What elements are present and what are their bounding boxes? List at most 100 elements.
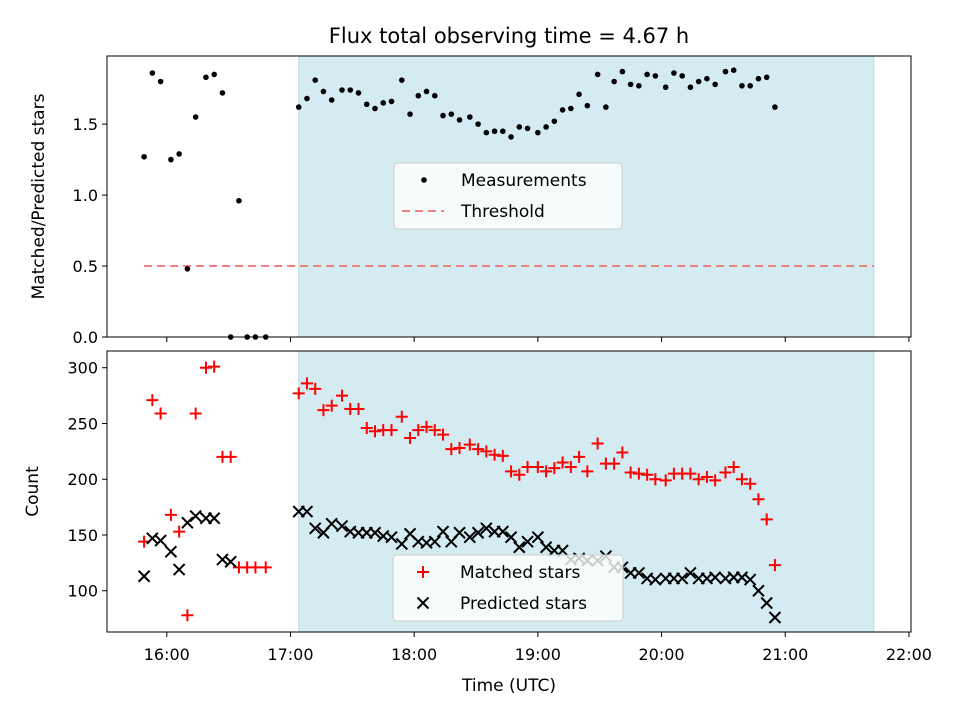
matched-star-point [727,460,740,473]
measurement-point [448,111,455,117]
matched-star-point [445,443,458,456]
predicted-star-point [504,531,518,544]
predicted-star-point [760,596,773,610]
measurement-point [535,129,541,136]
measurement-point [671,70,677,76]
x-axis-label: Time (UTC) [461,676,556,696]
matched-star-point [684,467,697,480]
matched-star-point [649,473,662,486]
matched-star-point [249,561,262,574]
predicted-star-point [436,525,450,538]
measurement-point [755,75,762,82]
matched-star-point [154,407,167,420]
matched-star-point [300,377,313,390]
matched-star-point [744,477,757,490]
x-tick-label: 18:00 [391,645,437,664]
predicted-star-point [463,531,477,544]
ratio-y-tick-label: 0.0 [73,328,98,347]
count-y-tick-label: 200 [67,470,98,489]
ratio-legend: Measurements Threshold [393,162,623,230]
x-tick-label: 16:00 [144,645,190,664]
measurement-point [516,124,523,130]
predicted-star-point [521,535,534,548]
predicted-star-point [675,572,689,585]
matched-star-point [735,473,748,486]
count-legend-label: Matched stars [460,563,580,583]
measurement-point [603,104,609,110]
matched-star-point [199,361,212,374]
measurement-point [722,68,729,75]
measurement-point [508,134,514,140]
measurement-point [772,104,778,110]
predicted-star-point [137,570,151,583]
measurement-point [467,114,473,120]
measurement-point [704,75,710,82]
predicted-star-point [172,563,186,576]
predicted-star-point [164,545,178,558]
ratio-panel: 0.0 0.5 1.0 1.5 Matched/Predicted stars Mea… [29,55,912,347]
measurement-point [679,73,685,79]
measurement-point [203,74,209,81]
matched-star-point [259,561,272,574]
predicted-star-point [300,505,314,518]
measurement-point [491,128,498,135]
ratio-legend-box [393,162,623,230]
matched-star-point [513,468,526,481]
x-tick-label: 20:00 [638,645,684,664]
matched-star-point [760,513,773,526]
measurement-point [730,67,737,73]
matched-star-point [336,389,349,402]
matched-star-point [564,460,577,473]
measurement-point [712,81,718,88]
measurement-point [559,107,566,113]
x-tick-label: 17:00 [267,645,313,664]
matched-star-point [581,465,594,478]
ratio-y-axis-label: Matched/Predicted stars [29,93,49,299]
predicted-star-point [531,531,545,544]
predicted-star-point [480,522,493,535]
x-tick-label: 19:00 [515,645,561,664]
measurement-point [739,83,745,89]
measurement-point [636,83,642,89]
measurement-point [295,104,302,110]
measurement-point [407,111,413,117]
matched-star-point [352,402,365,415]
predicted-star-point [684,566,697,580]
measurement-point [219,90,226,96]
matched-star-point [505,465,518,478]
measurement-point [763,74,770,81]
predicted-star-point [453,526,466,539]
chart-title: Flux total observing time = 4.67 h [329,24,689,48]
matched-star-point [768,559,781,572]
measurement-point [141,153,147,160]
legend-predicted-marker [416,596,430,610]
measurement-point [652,73,659,79]
matched-star-point [608,457,621,470]
measurement-point [415,92,422,99]
measurement-point [399,77,405,83]
predicted-star-point [154,534,167,547]
matched-star-point [591,437,604,450]
x-tick-label: 22:00 [886,645,932,664]
measurement-point [456,117,463,123]
matched-star-point [700,471,713,484]
measurement-point [328,97,335,103]
matched-star-point [317,404,330,417]
measurement-point [388,98,395,105]
measurement-point [695,78,702,85]
matched-star-point [641,468,654,481]
matched-star-point [531,460,544,473]
matched-star-point [521,460,534,473]
count-legend-label: Predicted stars [460,594,587,614]
predicted-star-point [189,509,202,523]
measurement-point [347,87,354,93]
legend-matched-marker [417,566,429,578]
measurement-point [551,118,558,125]
count-y-tick-label: 150 [67,526,98,545]
measurement-point [168,156,174,163]
measurement-point [312,77,319,83]
count-y-tick-label: 300 [67,359,98,378]
predicted-star-point [768,611,782,624]
measurement-point [611,78,617,85]
